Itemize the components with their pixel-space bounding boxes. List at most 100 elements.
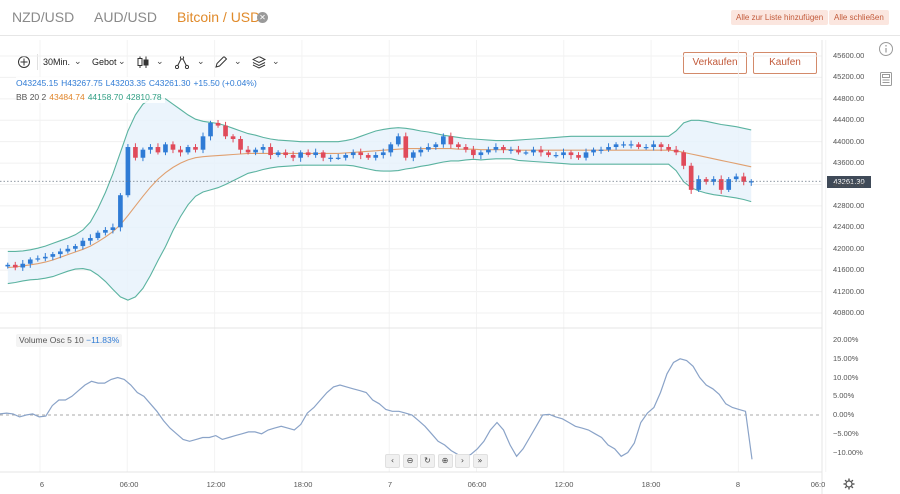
candle-up bbox=[208, 122, 213, 137]
time-tick-label: 06:0 bbox=[810, 480, 826, 489]
settings-gear-icon[interactable] bbox=[843, 478, 855, 490]
candle-down bbox=[155, 147, 161, 153]
sell-button[interactable]: Verkaufen bbox=[683, 52, 747, 74]
candle-up bbox=[598, 149, 604, 151]
candle-up bbox=[425, 147, 431, 150]
scroll-right-button[interactable]: › bbox=[455, 454, 470, 468]
candle-down bbox=[230, 136, 236, 139]
candle-up bbox=[275, 152, 281, 156]
time-tick-label: 12:00 bbox=[206, 480, 226, 489]
scroll-left-button[interactable]: ‹ bbox=[385, 454, 400, 468]
candle-up bbox=[65, 248, 71, 252]
ohlc-info: O43245.15 H43267.75 L43203.35 C43261.30 +15.… bbox=[16, 77, 260, 89]
candle-up bbox=[103, 230, 108, 233]
chevron-down-icon[interactable]: ⌄ bbox=[74, 57, 82, 67]
candle-down bbox=[133, 147, 138, 158]
bb-lower-value: 42810.78 bbox=[126, 92, 162, 102]
candle-up bbox=[140, 149, 146, 158]
candle-up bbox=[88, 238, 93, 241]
candle-down bbox=[403, 136, 409, 158]
candle-up bbox=[42, 256, 48, 259]
candle-up bbox=[350, 152, 356, 156]
chevron-down-icon[interactable]: ⌄ bbox=[156, 57, 164, 67]
add-all-to-list-button[interactable]: Alle zur Liste hinzufügen bbox=[731, 10, 829, 25]
candlestick-icon[interactable] bbox=[136, 55, 150, 69]
candle-up bbox=[696, 179, 702, 190]
zoom-in-button[interactable]: ⊕ bbox=[437, 454, 453, 468]
oscillator-tick-label: 10.00% bbox=[833, 372, 859, 382]
bb-upper-value: 43484.74 bbox=[49, 92, 85, 102]
price-tick-label: 45200.00 bbox=[833, 72, 865, 82]
candle-down bbox=[238, 138, 243, 150]
volume-oscillator-line bbox=[0, 358, 753, 460]
close-tab-icon[interactable]: ✕ bbox=[257, 12, 268, 23]
reset-zoom-button[interactable]: ↻ bbox=[420, 454, 435, 468]
ohlc-high: H43267.75 bbox=[61, 78, 103, 88]
bb-middle-value: 44158.70 bbox=[87, 92, 124, 102]
candle-up bbox=[20, 263, 26, 268]
interval-select[interactable]: 30Min. bbox=[43, 57, 71, 67]
price-tick-label: 41200.00 bbox=[833, 286, 865, 296]
pencil-icon[interactable] bbox=[214, 55, 228, 69]
price-tick-label: 43600.00 bbox=[833, 158, 865, 168]
zoom-out-button[interactable]: ⊖ bbox=[402, 454, 418, 468]
candle-up bbox=[486, 149, 491, 153]
candle-down bbox=[741, 176, 747, 182]
candle-down bbox=[636, 144, 641, 148]
candle-up bbox=[57, 251, 63, 255]
candle-down bbox=[320, 152, 326, 158]
volume-osc-info: Volume Osc 5 10 −11.83% bbox=[16, 334, 123, 347]
info-icon[interactable] bbox=[878, 41, 894, 57]
oscillator-tick-label: 15.00% bbox=[833, 353, 859, 363]
chevron-down-icon[interactable]: ⌄ bbox=[118, 57, 126, 67]
candle-down bbox=[170, 144, 176, 150]
candle-down bbox=[546, 152, 551, 156]
price-tick-label: 40800.00 bbox=[833, 308, 865, 317]
chevron-down-icon[interactable]: ⌄ bbox=[197, 57, 205, 67]
candle-down bbox=[703, 179, 709, 182]
candle-up bbox=[606, 147, 611, 150]
candle-up bbox=[733, 176, 739, 180]
buy-button[interactable]: Kaufen bbox=[753, 52, 817, 74]
candle-down bbox=[12, 264, 18, 268]
volume-osc-value: −11.83% bbox=[86, 335, 120, 345]
ohlc-change: +15.50 (+0.04%) bbox=[193, 78, 257, 88]
current-price-tag: 43261.30 bbox=[827, 176, 871, 188]
bollinger-upper-line bbox=[7, 97, 752, 252]
drawing-tools-icon[interactable] bbox=[175, 55, 189, 69]
candle-up bbox=[553, 155, 559, 157]
candle-down bbox=[538, 149, 544, 153]
price-tick-label: 43200.00 bbox=[833, 179, 865, 189]
tab-aud-usd[interactable]: AUD/USD bbox=[94, 9, 158, 25]
chevron-down-icon[interactable]: ⌄ bbox=[234, 57, 242, 67]
candle-down bbox=[305, 152, 311, 156]
scroll-to-end-button[interactable]: » bbox=[472, 454, 488, 468]
bollinger-middle-line bbox=[7, 148, 752, 269]
candle-down bbox=[471, 149, 476, 156]
tab-nzd-usd[interactable]: NZD/USD bbox=[12, 9, 75, 25]
tab-bitcoin-usd[interactable]: Bitcoin / USD bbox=[177, 9, 261, 25]
layers-icon[interactable] bbox=[252, 55, 266, 69]
calculator-icon[interactable] bbox=[878, 71, 894, 87]
candle-up bbox=[561, 152, 566, 156]
chevron-down-icon[interactable]: ⌄ bbox=[272, 57, 280, 67]
candle-up bbox=[583, 152, 589, 158]
price-tick-label: 42000.00 bbox=[833, 243, 865, 253]
candle-up bbox=[711, 179, 717, 182]
candle-up bbox=[478, 152, 484, 156]
candle-down bbox=[448, 136, 454, 145]
candle-down bbox=[178, 149, 183, 153]
close-all-button[interactable]: Alle schließen bbox=[829, 10, 889, 25]
candle-down bbox=[245, 149, 251, 153]
candle-up bbox=[726, 179, 732, 190]
candle-down bbox=[365, 155, 371, 158]
price-type-select[interactable]: Gebot bbox=[92, 57, 117, 67]
candle-down bbox=[358, 152, 364, 156]
candle-up bbox=[643, 147, 649, 149]
candle-up bbox=[523, 152, 529, 154]
candle-up bbox=[163, 144, 168, 153]
bollinger-lower-line bbox=[7, 158, 752, 301]
time-tick-label: 06:00 bbox=[119, 480, 139, 489]
